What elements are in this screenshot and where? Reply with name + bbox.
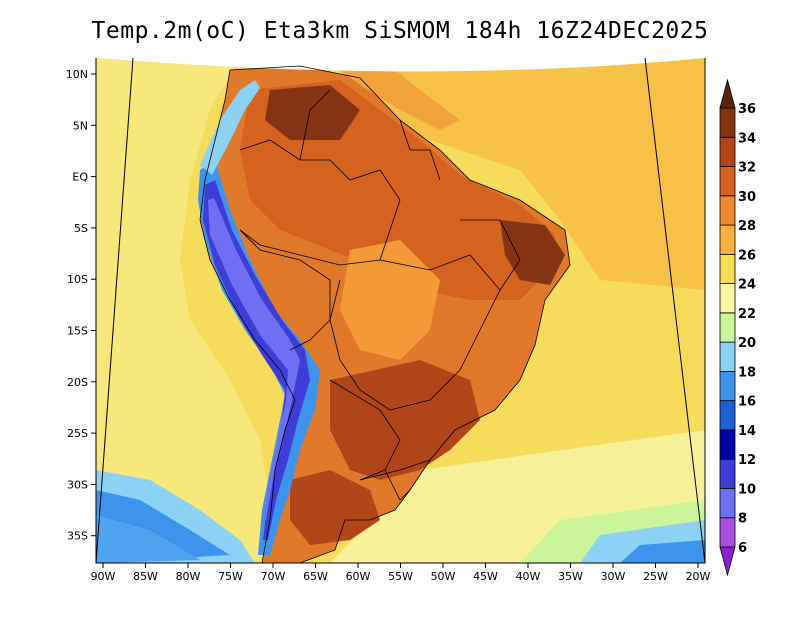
colorbar-label: 28 (738, 219, 756, 234)
colorbar-box (719, 458, 736, 489)
colorbar-label: 34 (738, 131, 756, 146)
political-borders (199, 65, 571, 564)
colorbar-box (719, 166, 736, 197)
lat-label: 5N (73, 119, 88, 132)
map-edge-curves (95, 57, 706, 564)
lon-label: 80W (176, 570, 201, 583)
colorbar-box (719, 341, 736, 372)
colorbar-label: 32 (738, 161, 756, 176)
lon-label: 25W (643, 570, 668, 583)
lat-label: 30S (67, 478, 88, 491)
colorbar-label: 12 (738, 453, 756, 468)
colorbar-box (719, 224, 736, 255)
lon-label: 65W (303, 570, 328, 583)
lat-label: EQ (72, 171, 88, 184)
colorbar-arrow-low (719, 546, 736, 577)
lon-label: 75W (218, 570, 243, 583)
colorbar-box (719, 107, 736, 138)
colorbar-label: 16 (738, 395, 756, 410)
colorbar-box (719, 283, 736, 314)
temperature-colorbar: 6 8 10 12 14 16 18 20 22 24 26 28 30 32 34 36 (719, 78, 756, 577)
lon-label: 55W (388, 570, 413, 583)
lat-label: 10N (66, 68, 88, 81)
lat-label: 5S (74, 222, 88, 235)
lon-label: 30W (601, 570, 626, 583)
colorbar-label: 18 (738, 365, 756, 380)
colorbar-label: 36 (738, 102, 756, 117)
colorbar-box (719, 195, 736, 226)
lat-label: 20S (67, 376, 88, 389)
colorbar-box (719, 517, 736, 548)
colorbar-label: 30 (738, 190, 756, 205)
colorbar-box (719, 400, 736, 431)
colorbar-label: 24 (738, 278, 756, 293)
lon-label: 60W (346, 570, 371, 583)
colorbar-label: 10 (738, 482, 756, 497)
lon-label: 50W (431, 570, 456, 583)
colorbar-label: 14 (738, 424, 756, 439)
colorbar-label: 22 (738, 307, 756, 322)
lat-label: 35S (67, 530, 88, 543)
colorbar-box (719, 370, 736, 402)
lon-label: 85W (133, 570, 158, 583)
colorbar-box (719, 312, 736, 343)
lon-label: 35W (558, 570, 583, 583)
lon-label: 70W (261, 570, 286, 583)
longitude-axis: 90W 85W 80W 75W 70W 65W 60W 55W 50W 45W 40W 35W 30W 2… (91, 563, 711, 583)
lat-label: 25S (67, 427, 88, 440)
lat-label: 10S (67, 273, 88, 286)
colorbar-label: 8 (738, 512, 747, 527)
lon-label: 45W (473, 570, 498, 583)
colorbar-label: 26 (738, 248, 756, 263)
temperature-field (96, 58, 705, 563)
lon-label: 20W (686, 570, 711, 583)
colorbar-label: 20 (738, 336, 756, 351)
colorbar-box (719, 136, 736, 167)
colorbar-box (719, 488, 736, 519)
colorbar-label: 6 (738, 541, 747, 556)
colorbar-box (719, 253, 736, 284)
map-title: Temp.2m(oC) Eta3km SiSMOM 184h 16Z24DEC2… (91, 18, 709, 44)
lat-label: 15S (67, 325, 88, 338)
latitude-axis: 10N 5N EQ 5S 10S 15S 20S 25S 30S 35S (66, 68, 96, 543)
lon-label: 90W (91, 570, 116, 583)
lon-label: 40W (516, 570, 541, 583)
colorbar-arrow-high (719, 78, 736, 109)
colorbar-box (719, 429, 736, 460)
